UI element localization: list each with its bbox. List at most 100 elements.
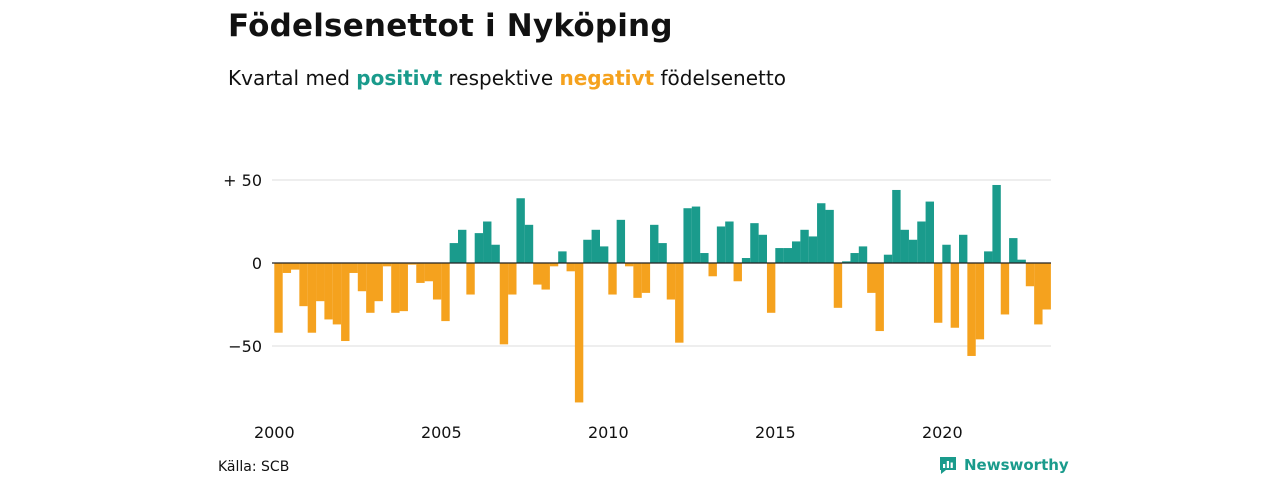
x-tick-labels: 2000 2005 2010 2015 2020 [254, 423, 963, 442]
bars [274, 184, 1051, 403]
bar [508, 263, 517, 295]
bar [449, 243, 459, 263]
bar [424, 263, 433, 282]
bar [474, 233, 484, 263]
bar [341, 263, 350, 342]
bar [466, 263, 475, 295]
bar-chart: + 50 0 −50 2000 2005 2010 2015 2020 [223, 171, 1051, 442]
bar [808, 236, 818, 263]
newsworthy-chart-icon [940, 457, 956, 474]
bar [900, 229, 909, 263]
y-tick-labels: + 50 0 −50 [223, 171, 262, 356]
bar [541, 263, 550, 290]
bar [833, 263, 843, 308]
bar [925, 201, 934, 263]
bar [382, 263, 392, 267]
brand-name: Newsworthy [964, 456, 1069, 474]
bar [566, 263, 575, 272]
bar [984, 251, 993, 263]
bar [458, 229, 467, 263]
bar [875, 263, 884, 332]
bar [733, 263, 742, 282]
x-tick-label: 2000 [254, 423, 295, 442]
bar [708, 263, 717, 277]
bar [332, 263, 342, 325]
bar [416, 263, 425, 283]
bar [432, 263, 442, 300]
bar [817, 203, 826, 263]
bar [599, 246, 609, 263]
bar [307, 263, 317, 333]
bar [800, 229, 809, 263]
bar [625, 263, 634, 267]
bar [558, 251, 567, 263]
bar [441, 263, 450, 322]
bar [892, 189, 901, 263]
bar [867, 263, 876, 293]
bar [1017, 259, 1026, 263]
bar [357, 263, 367, 292]
bar [633, 263, 642, 298]
bar [491, 244, 500, 263]
y-tick-label: + 50 [223, 171, 262, 190]
bar [391, 263, 400, 313]
bar [917, 221, 926, 263]
bar [291, 263, 300, 270]
x-tick-label: 2010 [588, 423, 629, 442]
bar [716, 226, 726, 263]
bar [608, 263, 617, 295]
bar [950, 263, 960, 328]
bar [483, 221, 492, 263]
subtitle-negative-word: negativt [559, 66, 655, 90]
bar [299, 263, 308, 307]
bar [574, 263, 584, 403]
bar [758, 234, 767, 263]
bar [1009, 238, 1018, 263]
y-tick-label: 0 [252, 254, 262, 273]
grid-lines [272, 179, 1051, 347]
bar [858, 246, 868, 263]
bar [842, 261, 851, 263]
bar [691, 206, 701, 263]
bar [959, 234, 968, 263]
bar [783, 248, 793, 263]
bar [933, 263, 943, 323]
bar [1034, 263, 1043, 325]
bar [1000, 263, 1010, 315]
bar [967, 263, 976, 356]
bar [516, 198, 525, 263]
bar [324, 263, 333, 320]
bar [524, 224, 534, 263]
subtitle-suffix: födelsenetto [660, 66, 786, 90]
bar [1042, 263, 1051, 310]
subtitle-middle: respektive [448, 66, 554, 90]
bar [616, 219, 626, 263]
brand-logo[interactable]: Newsworthy [938, 455, 1069, 475]
bar [666, 263, 676, 300]
bar [641, 263, 651, 293]
bar [282, 263, 292, 273]
bar [658, 243, 667, 263]
bar [942, 244, 951, 263]
bar [741, 258, 751, 263]
bar [883, 254, 893, 263]
bar [992, 184, 1001, 263]
y-tick-label: −50 [228, 337, 262, 356]
bar [975, 263, 985, 340]
bar [675, 263, 684, 343]
subtitle-positive-word: positivt [356, 66, 443, 90]
bar [825, 209, 834, 263]
x-tick-label: 2020 [922, 423, 963, 442]
bar [274, 263, 283, 333]
chart-subtitle: Kvartal med positivt respektive negativt… [228, 66, 786, 90]
bar [499, 263, 509, 345]
chart-title: Födelsenettot i Nyköping [228, 8, 673, 44]
bar [750, 223, 759, 263]
bar [399, 263, 408, 312]
bar [650, 224, 659, 263]
bar [683, 208, 692, 263]
source-label: Källa: SCB [218, 459, 290, 475]
bar [792, 241, 801, 263]
bar [366, 263, 375, 313]
bar [374, 263, 383, 302]
